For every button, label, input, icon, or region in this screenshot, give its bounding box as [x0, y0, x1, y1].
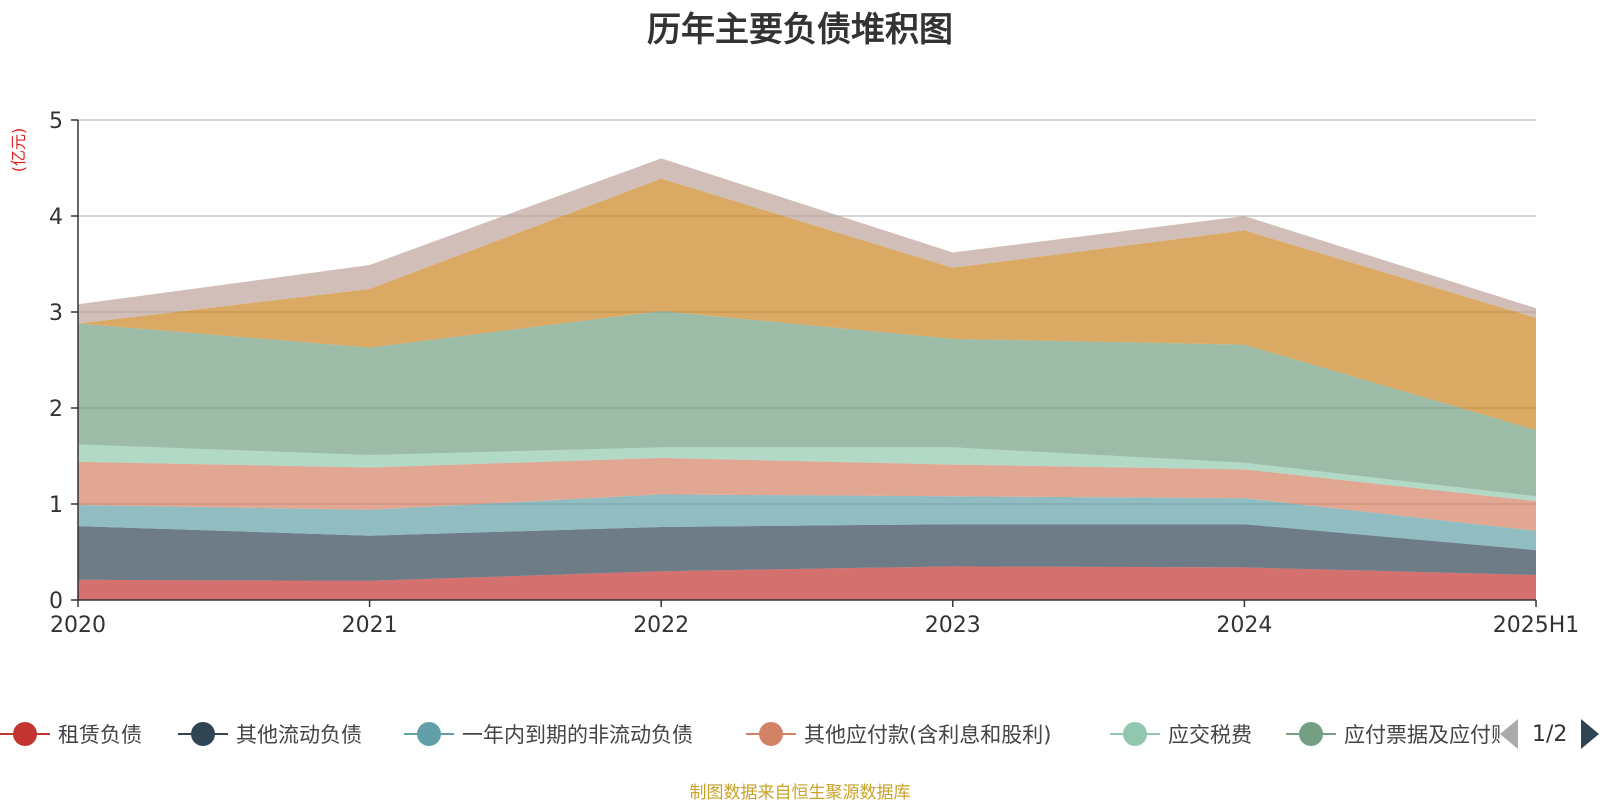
- y-tick-label: 3: [49, 301, 63, 326]
- legend-marker-icon: [0, 722, 50, 746]
- area-series-2: [78, 524, 1536, 581]
- legend-dot: [1299, 722, 1323, 746]
- y-tick-label: 2: [49, 397, 63, 422]
- legend-prev-page-icon[interactable]: [1500, 719, 1518, 749]
- x-tick-label: 2020: [50, 613, 106, 638]
- legend-item[interactable]: 租赁负债: [0, 716, 178, 752]
- legend-dot: [191, 722, 215, 746]
- legend-marker-icon: [1110, 722, 1160, 746]
- area-series-6: [78, 311, 1536, 497]
- x-tick-label: 2021: [342, 613, 398, 638]
- legend-marker-icon: [746, 722, 796, 746]
- x-tick-label: 2023: [925, 613, 981, 638]
- legend-item[interactable]: 其他应付款(含利息和股利): [746, 716, 1110, 752]
- legend: 租赁负债 其他流动负债 一年内到期的非流动负债 其他应付款(含利息和股利) 应交税费 应付…: [0, 716, 1600, 752]
- data-source-note: 制图数据来自恒生聚源数据库: [689, 783, 911, 803]
- area-series-1: [78, 566, 1536, 600]
- legend-pager: 1/2: [1500, 716, 1600, 752]
- y-tick-label: 4: [49, 205, 63, 230]
- y-tick-label: 0: [49, 589, 63, 614]
- legend-item[interactable]: 应付票据及应付账款: [1286, 716, 1500, 752]
- legend-label: 一年内到期的非流动负债: [462, 723, 693, 747]
- legend-marker-icon: [1286, 722, 1336, 746]
- area-series-5: [78, 444, 1536, 502]
- x-tick-label: 2022: [633, 613, 689, 638]
- legend-item[interactable]: 一年内到期的非流动负债: [404, 716, 746, 752]
- x-tick-label: 2025H1: [1493, 613, 1580, 638]
- legend-dot: [1123, 722, 1147, 746]
- area-series-7: [78, 178, 1536, 431]
- legend-marker-icon: [178, 722, 228, 746]
- legend-item[interactable]: 其他流动负债: [178, 716, 404, 752]
- legend-label: 应付票据及应付账款: [1344, 723, 1500, 747]
- legend-label: 租赁负债: [58, 723, 142, 747]
- area-series-3: [78, 494, 1536, 551]
- x-tick-label: 2024: [1216, 613, 1272, 638]
- legend-dot: [13, 722, 37, 746]
- legend-dot: [417, 722, 441, 746]
- y-tick-label: 5: [49, 109, 63, 134]
- chart-title: 历年主要负债堆积图: [647, 10, 953, 50]
- area-series: [78, 158, 1536, 600]
- legend-marker-icon: [404, 722, 454, 746]
- y-tick-label: 1: [49, 493, 63, 518]
- legend-label: 其他流动负债: [236, 723, 362, 747]
- legend-dot: [759, 722, 783, 746]
- stacked-area-chart: 0 1 2 3 4 5 2020 2021 2022 2023 2024 2025H1: [49, 109, 1579, 638]
- area-series-4: [78, 457, 1536, 531]
- legend-label: 其他应付款(含利息和股利): [804, 723, 1052, 747]
- axes: 0 1 2 3 4 5 2020 2021 2022 2023 2024 2025H1: [49, 109, 1579, 638]
- legend-next-page-icon[interactable]: [1581, 719, 1600, 749]
- legend-label: 应交税费: [1168, 723, 1252, 747]
- legend-page-indicator: 1/2: [1532, 721, 1568, 747]
- legend-item[interactable]: 应交税费: [1110, 716, 1286, 752]
